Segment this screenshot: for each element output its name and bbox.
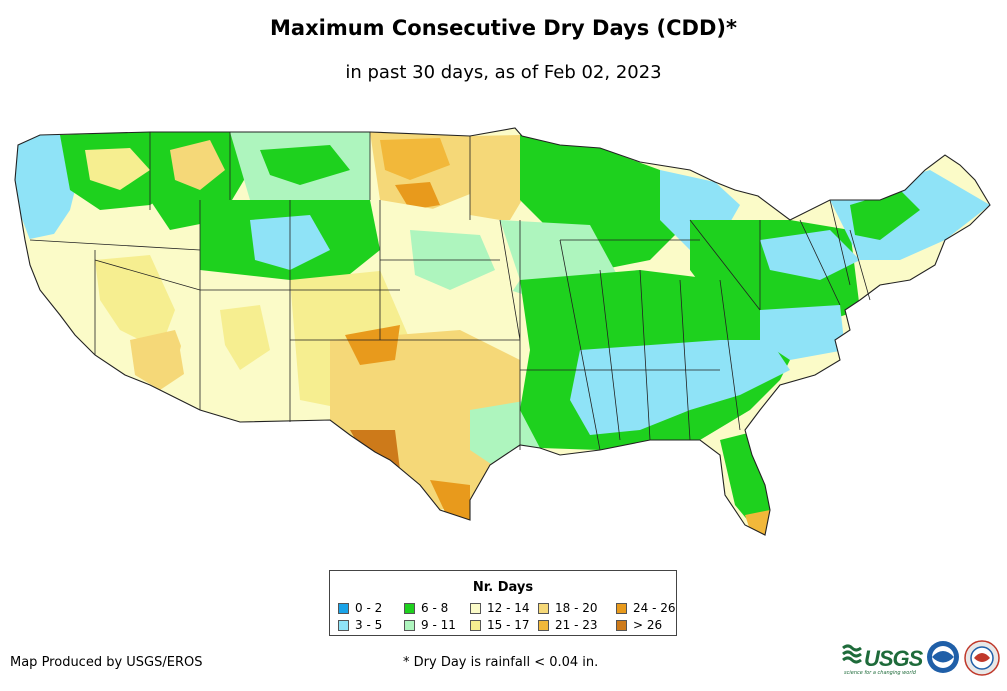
usgs-logo-text: USGS — [864, 646, 923, 671]
noaa-logo — [927, 641, 959, 673]
zone-gt26-big-bend — [350, 430, 400, 470]
legend-swatch — [404, 620, 415, 631]
zone-18-20-socal — [130, 330, 190, 390]
legend-swatch — [470, 603, 481, 614]
legend-box: Nr. Days 0 - 2 3 - 5 6 - 8 9 - 11 12 - 14 15 … — [329, 570, 677, 636]
zone-18-20-texas — [330, 330, 520, 510]
zone-15-17-nw — [85, 148, 150, 190]
legend-item: 18 - 20 — [538, 601, 598, 615]
zone-21-23-nd — [380, 138, 450, 180]
legend-item: 3 - 5 — [338, 618, 382, 632]
legend-swatch — [616, 603, 627, 614]
zone-6-8-new-york — [850, 190, 920, 240]
legend-swatch — [338, 620, 349, 631]
legend-swatch — [338, 603, 349, 614]
legend-item: 6 - 8 — [404, 601, 448, 615]
zone-21-23-south-fl — [745, 510, 770, 535]
zone-24-26-tx-panhandle — [345, 325, 400, 365]
legend-item: 24 - 26 — [616, 601, 676, 615]
legend-item: 0 - 2 — [338, 601, 382, 615]
legend-label: 9 - 11 — [421, 618, 456, 632]
legend-label: 12 - 14 — [487, 601, 530, 615]
us-dry-days-map — [14, 127, 991, 536]
zone-3-5-deep-south — [570, 340, 790, 435]
state-borders — [14, 127, 991, 536]
legend-swatch — [538, 603, 549, 614]
zone-3-5-pennsylvania — [760, 230, 860, 280]
usgs-wave-icon — [842, 644, 862, 664]
legend-label: > 26 — [633, 618, 663, 632]
nws-logo — [964, 640, 1000, 676]
map-subtitle: in past 30 days, as of Feb 02, 2023 — [345, 62, 662, 83]
usgs-tagline: science for a changing world — [844, 670, 916, 676]
legend-label: 21 - 23 — [555, 618, 598, 632]
zone-24-26-sd — [395, 182, 440, 210]
legend-title: Nr. Days — [472, 580, 534, 595]
legend-label: 0 - 2 — [355, 601, 383, 615]
legend-label: 15 - 17 — [487, 618, 530, 632]
legend-item: 21 - 23 — [538, 618, 598, 632]
legend-label: 6 - 8 — [421, 601, 449, 615]
zone-3-5-virginia — [760, 305, 845, 360]
agency-logos: USGS science for a changing world — [842, 640, 1002, 676]
legend-swatch — [404, 603, 415, 614]
legend-item: 15 - 17 — [470, 618, 530, 632]
map-title: Maximum Consecutive Dry Days (CDD)* — [270, 16, 737, 40]
dry-day-footnote: * Dry Day is rainfall < 0.04 in. — [403, 655, 599, 670]
map-credit: Map Produced by USGS/EROS — [10, 655, 203, 670]
zone-15-17-arizona — [220, 305, 270, 370]
zone-18-20-idaho — [170, 140, 225, 190]
dry-day-zones — [15, 128, 990, 535]
zone-15-17-nevada — [95, 255, 175, 350]
zone-6-8-montana — [260, 145, 350, 185]
legend-item: 9 - 11 — [404, 618, 456, 632]
zone-3-5-pacific-nw — [15, 135, 80, 240]
legend-item: 12 - 14 — [470, 601, 530, 615]
legend-label: 18 - 20 — [555, 601, 598, 615]
legend-label: 3 - 5 — [355, 618, 383, 632]
legend-label: 24 - 26 — [633, 601, 676, 615]
usgs-logo: USGS science for a changing world — [842, 644, 923, 676]
legend-swatch — [538, 620, 549, 631]
legend-item: > 26 — [616, 618, 662, 632]
legend-swatch — [470, 620, 481, 631]
legend-swatch — [616, 620, 627, 631]
zone-24-26-south-tx — [430, 480, 470, 520]
